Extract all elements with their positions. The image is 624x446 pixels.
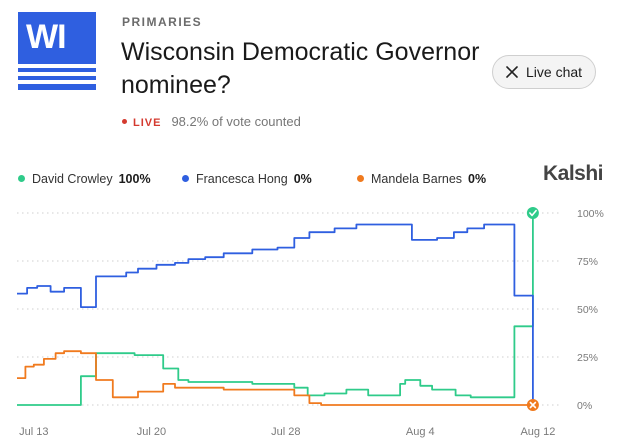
legend-item-hong[interactable]: Francesca Hong 0%: [182, 172, 312, 186]
x-tick-label: Jul 28: [271, 426, 300, 438]
legend-name: Mandela Barnes: [371, 172, 463, 186]
live-chat-button[interactable]: Live chat: [492, 55, 596, 89]
y-tick-label: 75%: [577, 256, 598, 268]
x-tick-label: Aug 4: [406, 426, 435, 438]
y-tick-label: 0%: [577, 400, 592, 412]
legend-item-crowley[interactable]: David Crowley 100%: [18, 172, 151, 186]
series-line-francesca-hong: [17, 223, 534, 405]
legend-value: 0%: [468, 172, 487, 186]
y-tick-label: 50%: [577, 304, 598, 316]
series-line-david-crowley: [17, 213, 534, 406]
state-badge-text: WI: [26, 18, 67, 56]
badge-stripe: [18, 72, 96, 76]
x-tick-label: Jul 13: [19, 426, 48, 438]
legend-dot-hong: [182, 175, 189, 183]
price-chart: 0% 25% 50% 75% 100% Jul 13 Jul 20 Jul 28 Aug 4 Au…: [17, 207, 604, 438]
badge-stripe: [18, 64, 96, 68]
check-icon: [529, 209, 537, 217]
legend-item-barnes[interactable]: Mandela Barnes 0%: [357, 172, 486, 186]
legend-name: Francesca Hong: [196, 172, 288, 186]
vote-status: LIVE 98.2% of vote counted: [122, 114, 301, 129]
y-tick-label: 25%: [577, 352, 598, 364]
vote-count-text: 98.2% of vote counted: [171, 114, 301, 129]
live-indicator-dot: [122, 119, 127, 125]
end-marker-david-crowley: [526, 207, 539, 219]
x-tick-label: Aug 12: [520, 426, 555, 438]
live-label: LIVE: [133, 117, 162, 129]
legend-value: 100%: [118, 172, 151, 186]
legend-dot-crowley: [18, 175, 25, 183]
kalshi-logo: Kalshi: [543, 162, 604, 185]
state-badge: WI: [18, 12, 96, 90]
series-line-mandela-barnes: [17, 350, 533, 406]
page-title: Wisconsin Democratic Governor nominee?: [121, 38, 480, 99]
live-chat-label: Live chat: [526, 64, 583, 80]
x-icon: [529, 401, 537, 409]
y-tick-label: 100%: [577, 208, 604, 220]
x-tick-label: Jul 20: [137, 426, 166, 438]
badge-stripe: [18, 80, 96, 84]
legend-name: David Crowley: [32, 172, 113, 186]
legend-dot-barnes: [357, 175, 364, 183]
close-icon: [506, 66, 518, 78]
market-category: PRIMARIES: [122, 15, 203, 29]
legend-value: 0%: [293, 172, 312, 186]
